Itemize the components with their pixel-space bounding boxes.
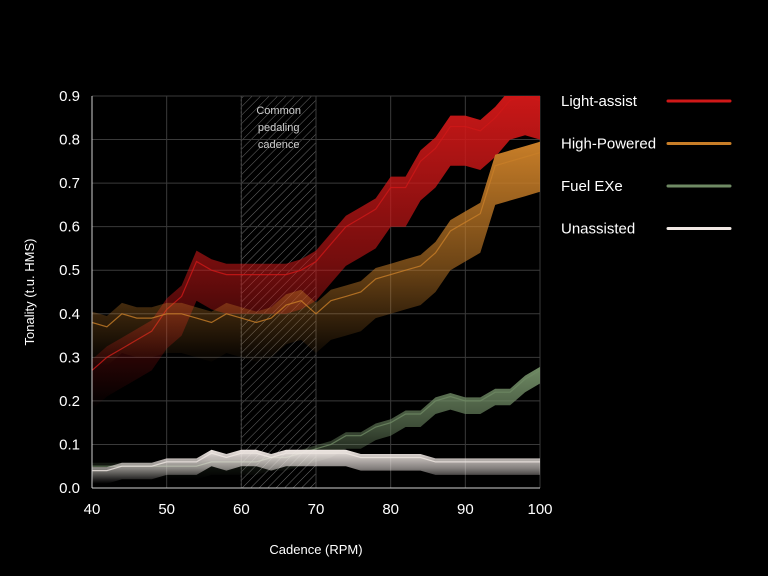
y-tick-label: 0.9 (59, 88, 80, 105)
band-label-line: cadence (258, 139, 300, 151)
y-tick-label: 0.8 (59, 132, 80, 149)
y-tick-label: 0.7 (59, 175, 80, 192)
x-tick-label: 100 (527, 501, 552, 518)
band-label-line: Common (256, 105, 301, 117)
x-tick-label: 50 (158, 501, 175, 518)
y-tick-label: 0.3 (59, 349, 80, 366)
x-tick-label: 70 (308, 501, 325, 518)
series-unassisted-line (92, 452, 540, 472)
series-light-assist-band (92, 96, 540, 410)
legend-label: Fuel EXe (561, 178, 623, 195)
legend-label: High-Powered (561, 136, 656, 153)
legend-label: Light-assist (561, 93, 638, 110)
series-high-powered-line (92, 152, 540, 328)
y-tick-label: 0.2 (59, 393, 80, 410)
y-tick-label: 0.4 (59, 306, 80, 323)
y-tick-label: 0.5 (59, 262, 80, 279)
x-tick-label: 40 (84, 501, 101, 518)
y-tick-label: 0.1 (59, 436, 80, 453)
x-axis-label: Cadence (RPM) (269, 542, 362, 557)
series-high-powered-band (92, 141, 540, 366)
band-label-line: pedaling (258, 122, 300, 134)
y-tick-label: 0.0 (59, 480, 80, 497)
y-axis-label: Tonality (t.u. HMS) (22, 239, 37, 346)
legend-label: Unassisted (561, 221, 635, 238)
x-tick-label: 80 (382, 501, 399, 518)
x-tick-label: 60 (233, 501, 250, 518)
x-tick-label: 90 (457, 501, 474, 518)
y-tick-label: 0.6 (59, 219, 80, 236)
